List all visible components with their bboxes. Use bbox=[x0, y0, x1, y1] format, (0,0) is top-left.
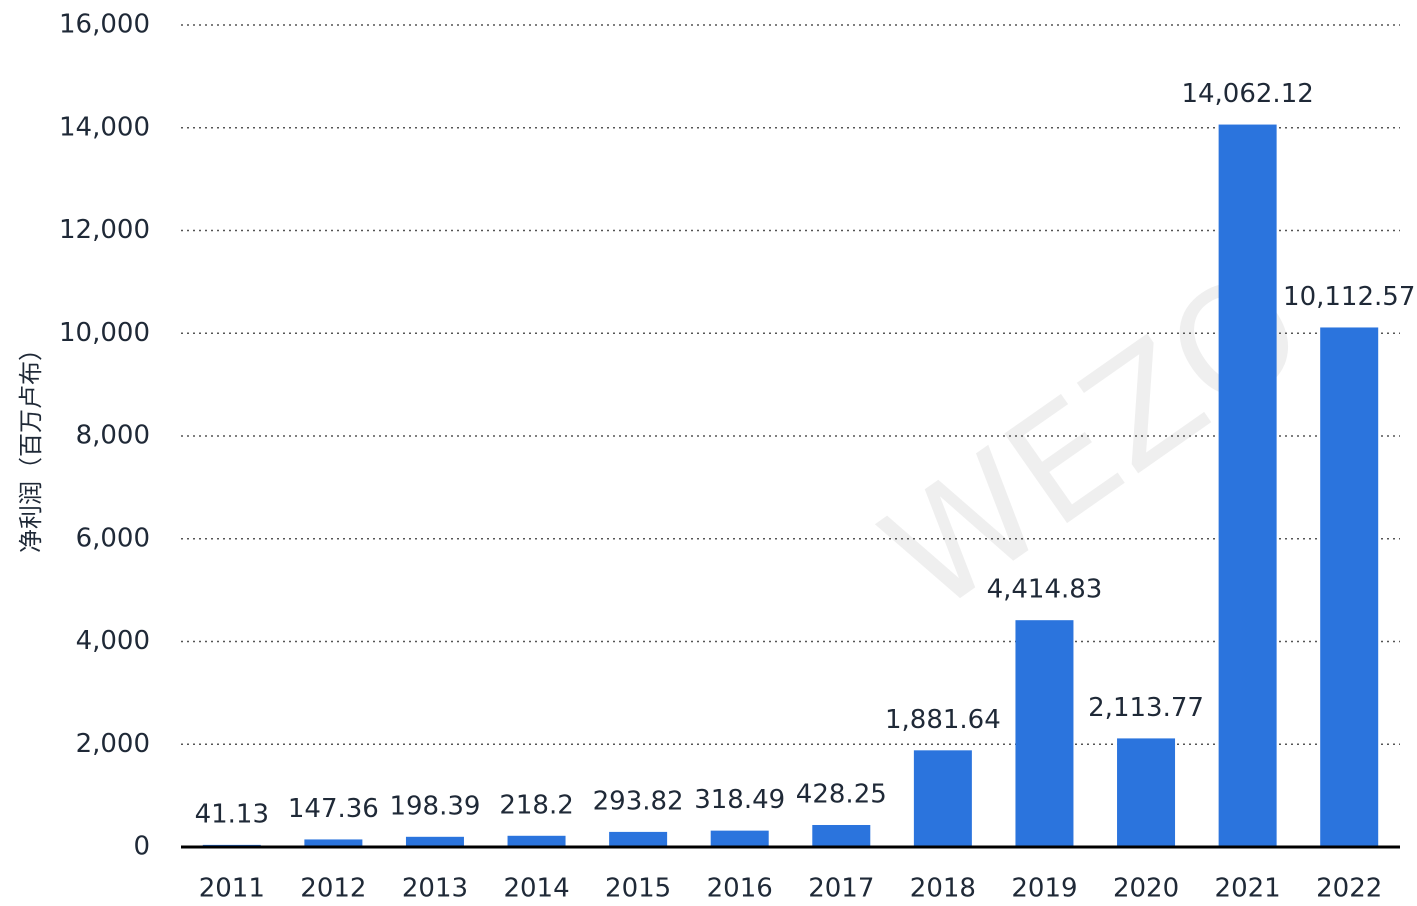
bar bbox=[304, 839, 363, 847]
data-label: 198.39 bbox=[389, 791, 480, 821]
y-tick-label: 10,000 bbox=[59, 318, 150, 348]
bar bbox=[812, 824, 871, 847]
data-label: 2,113.77 bbox=[1088, 693, 1204, 723]
x-tick-label: 2015 bbox=[605, 874, 671, 904]
x-tick-label: 2011 bbox=[199, 874, 265, 904]
data-label: 1,881.64 bbox=[885, 705, 1001, 735]
bar bbox=[507, 835, 566, 847]
y-tick-label: 0 bbox=[133, 832, 150, 862]
y-tick-label: 14,000 bbox=[59, 112, 150, 142]
bar bbox=[1117, 738, 1176, 847]
data-label: 147.36 bbox=[288, 794, 379, 824]
y-tick-label: 2,000 bbox=[76, 729, 150, 759]
y-tick-label: 8,000 bbox=[76, 421, 150, 451]
y-tick-label: 4,000 bbox=[76, 626, 150, 656]
x-tick-label: 2013 bbox=[402, 874, 468, 904]
y-axis-label: 净利润（百万卢布） bbox=[17, 337, 45, 553]
bar bbox=[1320, 327, 1379, 848]
bar bbox=[1218, 124, 1277, 847]
x-tick-label: 2019 bbox=[1011, 874, 1077, 904]
data-label: 4,414.83 bbox=[987, 575, 1103, 605]
data-label: 41.13 bbox=[195, 799, 269, 829]
data-label: 428.25 bbox=[796, 779, 887, 809]
data-label: 293.82 bbox=[593, 786, 684, 816]
x-tick-label: 2020 bbox=[1113, 874, 1179, 904]
x-tick-label: 2022 bbox=[1316, 874, 1382, 904]
bar bbox=[913, 750, 972, 847]
x-tick-label: 2018 bbox=[910, 874, 976, 904]
x-tick-label: 2021 bbox=[1215, 874, 1281, 904]
y-tick-label: 16,000 bbox=[59, 10, 150, 40]
data-label: 218.2 bbox=[499, 790, 573, 820]
bar bbox=[405, 836, 464, 847]
x-tick-label: 2017 bbox=[808, 874, 874, 904]
data-label: 10,112.57 bbox=[1283, 282, 1415, 312]
x-tick-label: 2016 bbox=[707, 874, 773, 904]
y-tick-label: 12,000 bbox=[59, 215, 150, 245]
bar bbox=[1015, 620, 1074, 847]
x-tick-label: 2014 bbox=[503, 874, 569, 904]
x-tick-label: 2012 bbox=[300, 874, 366, 904]
data-label: 14,062.12 bbox=[1181, 79, 1313, 109]
y-tick-label: 6,000 bbox=[76, 523, 150, 553]
data-label: 318.49 bbox=[694, 785, 785, 815]
bar bbox=[609, 831, 668, 847]
bar bbox=[710, 830, 769, 847]
